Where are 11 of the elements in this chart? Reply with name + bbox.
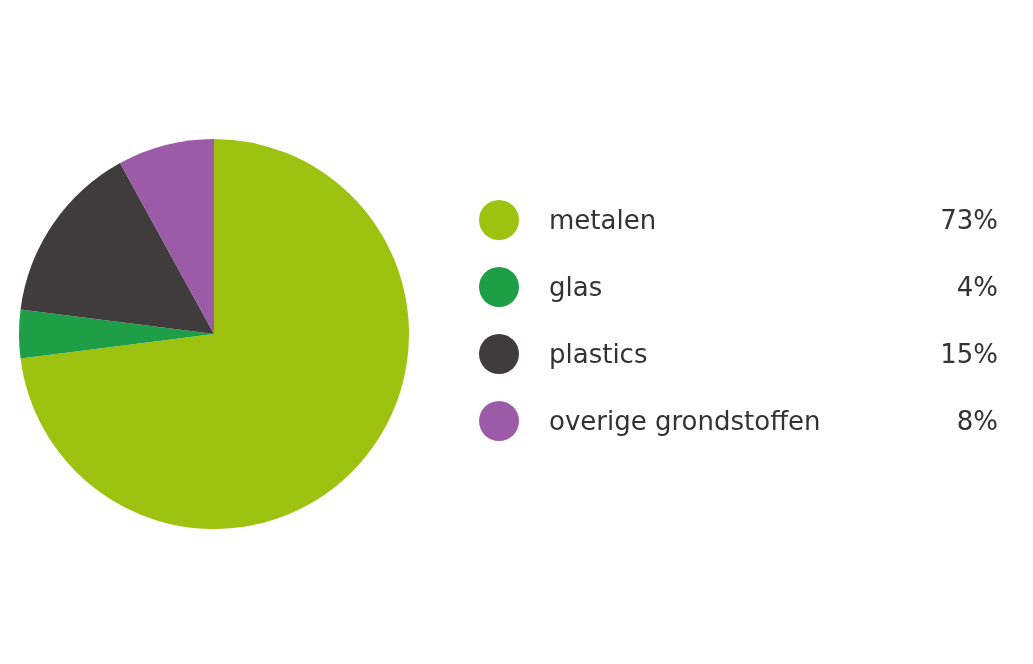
legend-label: glas — [549, 271, 604, 302]
legend-label: metalen — [549, 204, 658, 235]
data-label: 4% — [956, 271, 998, 302]
legend-label: plastics — [549, 338, 649, 369]
data-label: 8% — [956, 405, 998, 436]
pie-slice — [120, 139, 214, 334]
pie-slice — [20, 139, 409, 529]
data-label: 73% — [940, 204, 998, 235]
data-label: 15% — [940, 338, 998, 369]
legend-label: overige grondstoffen — [549, 405, 822, 436]
pie-slice — [20, 163, 214, 334]
